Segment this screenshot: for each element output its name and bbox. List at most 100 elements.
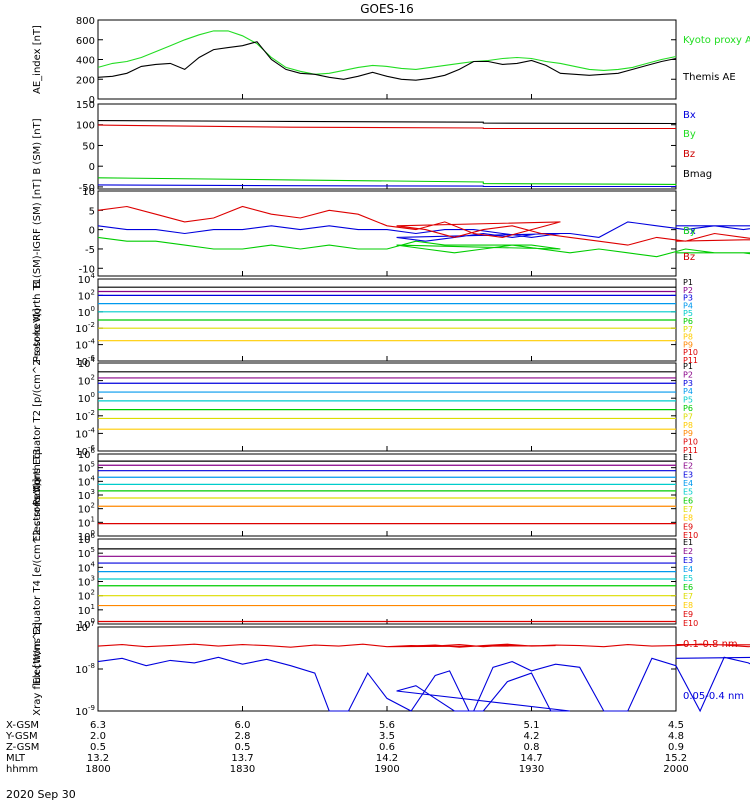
y-tick-exponent: -4: [88, 338, 96, 346]
series-Themis AE: [97, 41, 677, 81]
footer-row-label: Y-GSM: [5, 731, 38, 742]
y-tick-label: 102: [78, 589, 95, 603]
legend-P11: P11: [683, 356, 698, 365]
plot-title: GOES-16: [360, 2, 414, 16]
y-tick-label: 50: [82, 141, 95, 152]
y-tick-label: 10-4: [75, 338, 95, 352]
series-By: [97, 177, 677, 185]
y-tick-exponent: 4: [91, 272, 96, 280]
legend-E2: E2: [683, 547, 693, 556]
y-tick-label: 105: [78, 461, 95, 475]
legend-Kyoto proxy AE: Kyoto proxy AE: [683, 35, 750, 46]
y-axis-label: Protons North T1: [32, 278, 43, 362]
footer-row-label: hhmm: [6, 764, 38, 775]
y-tick-exponent: 3: [91, 575, 95, 583]
y-tick-label: 101: [78, 603, 95, 617]
footer-value: 2000: [663, 764, 688, 775]
legend-P10: P10: [683, 348, 698, 357]
legend-Themis AE: Themis AE: [682, 72, 736, 83]
y-tick-label: 10-8: [75, 662, 95, 676]
footer-value: 2.0: [90, 731, 106, 742]
y-axis-label: AE_index [nT]: [32, 25, 43, 94]
orbit-footer: X-GSM 6.3 6.0 5.6 5.1 4.5 Y-GSM 2.0 2.8 3.5 4.2 4.8…: [5, 720, 689, 775]
footer-value: 0.9: [668, 742, 684, 753]
y-tick-exponent: 0: [91, 617, 95, 625]
y-tick-exponent: 0: [91, 529, 95, 537]
y-tick-label: -5: [85, 245, 95, 256]
legend-E3: E3: [683, 470, 693, 479]
y-tick-label: 5: [89, 206, 95, 217]
footer-value: 2.8: [235, 731, 251, 742]
legend-P9: P9: [683, 340, 693, 349]
y-tick-label: 104: [78, 560, 96, 574]
y-tick-exponent: 6: [91, 447, 96, 455]
y-axis-label: Electrons North T3: [32, 448, 43, 541]
panel-frame: [97, 103, 677, 190]
y-tick-label: 100: [78, 391, 95, 405]
legend-Bz: Bz: [683, 252, 695, 263]
series-By: [97, 236, 750, 258]
panel-frame: [97, 538, 677, 625]
footer-row-label: Z-GSM: [6, 742, 39, 753]
legend-E8: E8: [683, 601, 693, 610]
y-tick-label: -10: [79, 264, 95, 275]
footer-value: 4.8: [668, 731, 684, 742]
y-tick-label: 105: [78, 546, 95, 560]
y-tick-exponent: 0: [91, 391, 95, 399]
y-tick-exponent: 1: [91, 603, 95, 611]
y-tick-label: 10-2: [75, 321, 95, 335]
legend-P6: P6: [683, 404, 693, 413]
y-tick-exponent: -4: [88, 426, 96, 434]
footer-value: 14.7: [520, 753, 542, 764]
y-tick-label: 10: [82, 187, 95, 198]
y-tick-exponent: -6: [88, 354, 96, 362]
y-tick-label: 103: [78, 575, 95, 589]
y-axis-label: Electrons Equator T4 [e/(cm^2-s-sr-keV)]: [32, 479, 43, 685]
date-label: 2020 Sep 30: [6, 788, 76, 800]
footer-value: 0.5: [90, 742, 106, 753]
legend-P6: P6: [683, 317, 693, 326]
footer-value: 4.5: [668, 720, 684, 731]
y-axis-label: Xray flux [W/m^2]: [32, 622, 43, 716]
legend-By: By: [683, 226, 696, 237]
y-axis-label: B (SM) [nT]: [32, 118, 43, 174]
legend-P2: P2: [683, 370, 693, 379]
legend-By: By: [683, 129, 696, 140]
y-axis-label: Protons Equator T2 [p/(cm^2-s-sr-keV)]: [32, 308, 43, 505]
y-tick-exponent: 6: [91, 532, 96, 540]
series-Bmag: [97, 120, 677, 125]
footer-value: 15.2: [665, 753, 687, 764]
y-tick-exponent: 3: [91, 488, 95, 496]
y-tick-label: 103: [78, 488, 95, 502]
y-tick-exponent: 1: [91, 515, 95, 523]
y-tick-label: 106: [78, 532, 96, 546]
y-tick-exponent: -2: [88, 321, 95, 329]
legend-P4: P4: [683, 387, 693, 396]
legend-P8: P8: [683, 421, 693, 430]
y-tick-exponent: -2: [88, 409, 95, 417]
legend-E6: E6: [683, 496, 693, 505]
legend-P7: P7: [683, 412, 693, 421]
chart-panel-8: 10-7 10-8 10-9 Xray flux [W/m^2] 0.1-0.8 nm 0…: [32, 620, 750, 718]
y-tick-label: 0: [89, 95, 95, 106]
y-tick-label: 0: [89, 162, 95, 173]
series-Bx: [97, 221, 750, 242]
chart-panel-1: 800 600 400 200 0 AE_index [nT] Kyoto proxy AE…: [32, 16, 750, 106]
legend-E6: E6: [683, 583, 693, 592]
legend-Bx: Bx: [683, 110, 696, 121]
series-0.1-0.8 nm: [97, 643, 750, 648]
footer-value: 6.0: [235, 720, 251, 731]
y-tick-exponent: -6: [88, 444, 96, 452]
panel-frame: [97, 19, 677, 100]
footer-value: 5.6: [379, 720, 395, 731]
legend-E4: E4: [683, 479, 693, 488]
footer-value: 1800: [85, 764, 110, 775]
y-tick-exponent: 0: [91, 305, 95, 313]
footer-value: 13.7: [231, 753, 253, 764]
footer-value: 5.1: [524, 720, 540, 731]
legend-E1: E1: [683, 538, 693, 547]
